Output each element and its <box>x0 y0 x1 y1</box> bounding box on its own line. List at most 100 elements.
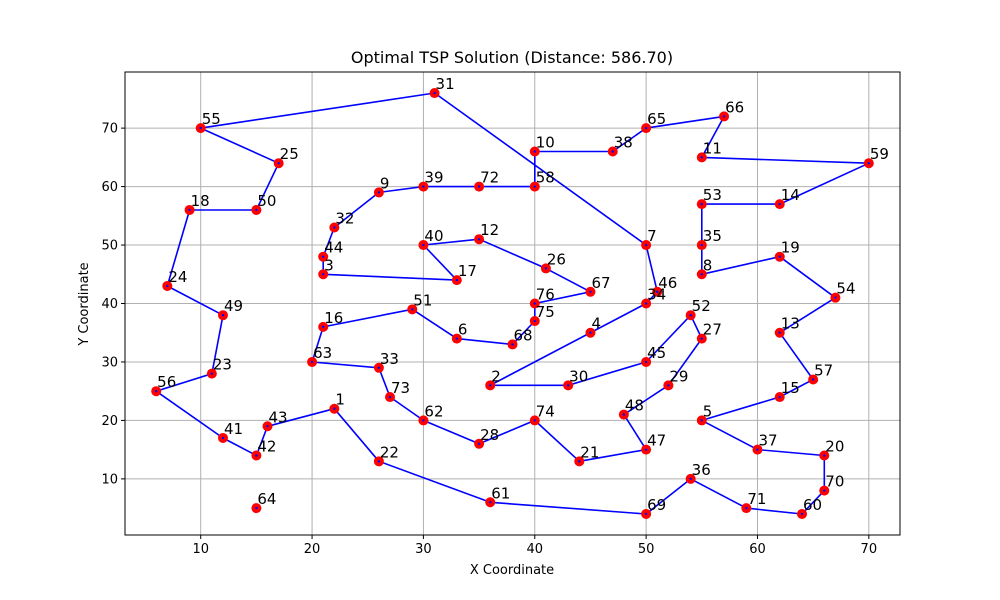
city-label-59: 59 <box>870 145 889 163</box>
city-label-62: 62 <box>424 402 443 420</box>
city-label-1: 1 <box>335 391 345 409</box>
y-tick-label: 40 <box>101 297 118 312</box>
city-marker-31 <box>433 91 436 95</box>
city-marker-63 <box>310 360 314 364</box>
city-label-38: 38 <box>614 134 633 152</box>
x-tick-label: 30 <box>415 542 432 557</box>
city-label-45: 45 <box>647 344 666 362</box>
city-marker-20 <box>823 454 826 457</box>
city-label-58: 58 <box>536 169 555 187</box>
city-label-29: 29 <box>669 367 688 385</box>
city-marker-50 <box>255 208 258 212</box>
city-marker-59 <box>867 161 871 165</box>
city-label-68: 68 <box>514 326 533 344</box>
city-label-76: 76 <box>536 286 555 304</box>
city-label-40: 40 <box>424 227 443 245</box>
city-label-42: 42 <box>257 437 276 455</box>
city-marker-66 <box>722 115 726 118</box>
city-marker-55 <box>199 126 202 130</box>
city-label-15: 15 <box>781 379 800 397</box>
city-marker-72 <box>477 185 481 188</box>
city-label-46: 46 <box>658 274 677 292</box>
city-label-61: 61 <box>491 484 510 502</box>
chart-title: Optimal TSP Solution (Distance: 586.70) <box>351 48 673 67</box>
city-marker-62 <box>422 419 425 422</box>
city-marker-22 <box>377 460 381 463</box>
city-label-36: 36 <box>692 461 711 479</box>
city-label-18: 18 <box>191 192 210 210</box>
city-label-31: 31 <box>436 75 455 93</box>
city-label-50: 50 <box>257 192 276 210</box>
city-label-2: 2 <box>491 367 501 385</box>
city-label-74: 74 <box>536 402 555 420</box>
city-marker-24 <box>166 284 169 288</box>
city-label-57: 57 <box>814 361 833 379</box>
city-marker-43 <box>266 425 269 428</box>
city-label-75: 75 <box>536 303 555 321</box>
city-label-43: 43 <box>269 408 288 426</box>
city-marker-49 <box>221 313 225 317</box>
city-label-35: 35 <box>703 227 722 245</box>
city-marker-67 <box>589 290 592 294</box>
city-marker-32 <box>333 226 336 229</box>
city-marker-7 <box>644 243 648 247</box>
city-marker-35 <box>700 243 703 247</box>
city-marker-28 <box>477 442 481 446</box>
city-label-25: 25 <box>280 145 299 163</box>
city-marker-42 <box>255 454 258 457</box>
city-label-69: 69 <box>647 496 666 514</box>
city-label-23: 23 <box>213 356 232 374</box>
city-label-52: 52 <box>692 297 711 315</box>
city-label-32: 32 <box>335 210 354 228</box>
city-marker-36 <box>689 477 692 481</box>
city-marker-47 <box>644 448 648 451</box>
city-label-37: 37 <box>758 432 777 450</box>
city-marker-21 <box>578 460 581 463</box>
city-label-20: 20 <box>825 437 844 455</box>
y-tick-label: 50 <box>101 239 118 254</box>
city-label-41: 41 <box>224 420 243 438</box>
city-label-39: 39 <box>424 169 443 187</box>
city-marker-38 <box>611 150 614 153</box>
x-tick-label: 60 <box>749 542 766 557</box>
city-label-17: 17 <box>458 262 477 280</box>
city-label-4: 4 <box>591 315 601 333</box>
city-marker-30 <box>566 384 570 387</box>
points <box>151 88 874 519</box>
city-marker-70 <box>823 489 826 492</box>
y-tick-label: 10 <box>101 472 118 487</box>
city-marker-57 <box>811 378 815 381</box>
city-marker-56 <box>154 389 158 393</box>
city-label-47: 47 <box>647 432 666 450</box>
city-marker-51 <box>411 308 414 311</box>
city-marker-33 <box>377 366 381 370</box>
x-tick-label: 70 <box>861 542 878 557</box>
city-label-6: 6 <box>458 321 468 339</box>
city-marker-12 <box>477 237 481 241</box>
city-label-7: 7 <box>647 227 657 245</box>
city-label-44: 44 <box>324 239 343 257</box>
city-marker-68 <box>511 343 514 346</box>
city-label-64: 64 <box>257 490 276 508</box>
city-label-12: 12 <box>480 221 499 239</box>
city-label-65: 65 <box>647 110 666 128</box>
city-marker-15 <box>778 395 781 399</box>
y-axis-title: Y Coordinate <box>77 262 92 346</box>
city-marker-61 <box>489 501 492 504</box>
city-marker-71 <box>745 506 748 510</box>
city-label-56: 56 <box>157 373 176 391</box>
y-tick-label: 30 <box>101 355 118 370</box>
y-tick-label: 60 <box>101 180 118 195</box>
y-tick-label: 70 <box>101 122 118 137</box>
city-label-22: 22 <box>380 443 399 461</box>
city-marker-58 <box>533 185 536 188</box>
city-label-54: 54 <box>836 280 855 298</box>
city-marker-10 <box>533 150 536 153</box>
city-marker-25 <box>277 161 280 165</box>
city-label-3: 3 <box>324 256 334 274</box>
city-label-71: 71 <box>747 490 766 508</box>
city-label-19: 19 <box>781 239 800 257</box>
city-marker-3 <box>322 273 325 276</box>
city-label-34: 34 <box>647 286 666 304</box>
